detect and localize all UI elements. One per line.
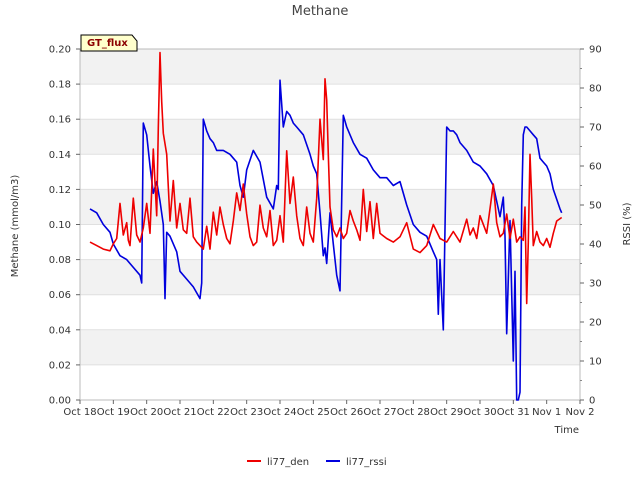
x-tick-label: Oct 27 [363,407,396,418]
left-y-tick-label: 0.02 [49,360,71,371]
series-group [89,51,563,401]
left-y-tick-label: 0.18 [49,80,71,91]
x-tick-label: Oct 19 [97,407,130,418]
right-y-tick-label: 90 [589,45,602,56]
right-y-tick-label: 20 [589,318,602,329]
x-tick-label: Oct 22 [197,407,230,418]
x-axis-title: Time [554,425,579,436]
left-y-tick-label: 0.14 [49,150,71,161]
left-y-tick-label: 0.12 [49,185,71,196]
right-y-tick-label: 80 [589,84,602,95]
background-band [80,259,580,295]
x-tick-label: Nov 2 [565,407,594,418]
x-tick-label: Oct 30 [463,407,496,418]
left-y-axis-title: Methane (mmol/m3) [10,175,21,278]
left-y-tick-label: 0.06 [49,290,71,301]
right-y-tick-label: 50 [589,201,602,212]
x-tick-label: Oct 18 [63,407,96,418]
series-line-li77-rssi [89,79,563,401]
gt-flux-badge: GT_flux [80,34,138,52]
x-tick-label: Oct 24 [263,407,296,418]
right-y-tick-label: 60 [589,162,602,173]
x-tick-label: Oct 21 [163,407,196,418]
right-y-tick-label: 30 [589,279,602,290]
right-y-tick-label: 40 [589,240,602,251]
right-y-tick-label: 70 [589,123,602,134]
right-y-tick-label: 10 [589,357,602,368]
background-band [80,119,580,155]
x-tick-label: Oct 26 [330,407,363,418]
left-y-tick-label: 0.04 [49,325,71,336]
x-tick-label: Oct 29 [430,407,463,418]
x-tick-label: Oct 25 [297,407,330,418]
badge-label: GT_flux [87,38,128,49]
right-y-axis-title: RSSI (%) [622,202,633,245]
badge-shape [80,34,138,52]
right-y-tick-label: 0 [589,396,595,407]
left-y-tick-label: 0.16 [49,115,71,126]
legend-label-li77-den: li77_den [267,457,309,468]
x-tick-label: Nov 1 [532,407,561,418]
x-tick-label: Oct 20 [130,407,163,418]
legend: li77_den li77_rssi [247,457,387,468]
background-band [80,49,580,85]
x-tick-label: Oct 28 [397,407,430,418]
left-y-tick-label: 0.00 [49,396,71,407]
x-axis-ticks: Oct 18 Oct 19 Oct 20 Oct 21 Oct 22 Oct 23 Oct … [63,400,595,418]
chart-title: Methane [292,4,349,19]
legend-label-li77-rssi: li77_rssi [346,457,387,468]
left-y-tick-label: 0.10 [49,220,71,231]
left-y-tick-label: 0.08 [49,255,71,266]
x-tick-label: Oct 23 [230,407,263,418]
right-y-axis-ticks: 0 10 20 30 40 50 60 70 80 90 [580,45,602,407]
series-line-li77-den [89,51,563,305]
background-band [80,329,580,365]
left-y-axis-ticks: 0.00 0.02 0.04 0.06 0.08 0.10 0.12 0.14 0.16 0.18… [49,45,80,407]
x-tick-label: Oct 31 [497,407,530,418]
left-y-tick-label: 0.20 [49,45,71,56]
background-bands [80,49,580,365]
